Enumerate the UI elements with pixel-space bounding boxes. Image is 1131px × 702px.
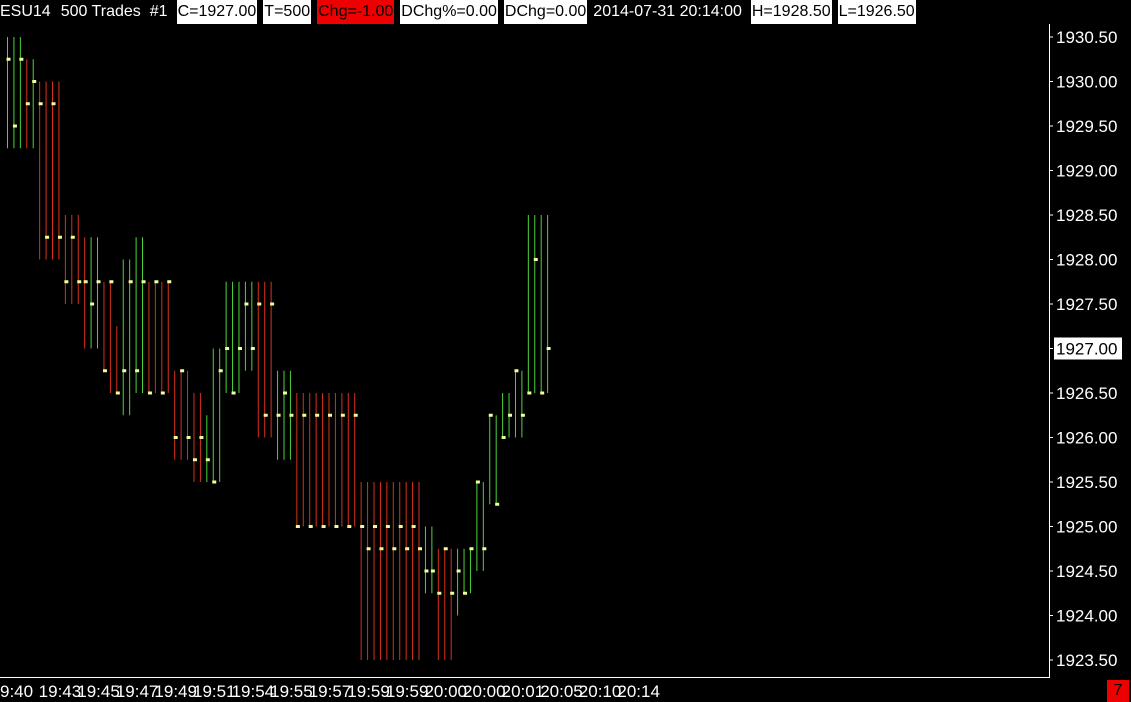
y-tick-label: 1930.00 [1056,73,1117,92]
x-tick-label: 19:59 [386,682,429,701]
x-tick-label: 19:43 [39,682,82,701]
y-tick-label: 1923.50 [1056,651,1117,670]
high-price-label: H=1928.50 [750,0,832,24]
x-tick-label: 19:57 [309,682,352,701]
change-label: Chg=-1.00 [317,0,395,24]
x-tick-label: 19:55 [270,682,313,701]
x-tick-label: 19:45 [77,682,120,701]
x-tick-label: 19:51 [193,682,236,701]
x-tick-label: 20:10 [579,682,622,701]
x-tick-label: 19:54 [232,682,275,701]
y-tick-label: 1924.50 [1056,562,1117,581]
current-price-marker: 1927.00 [1054,337,1122,360]
x-tick-label: 20:00 [463,682,506,701]
close-price-label: C=1927.00 [176,0,258,24]
x-tick-label: 9:40 [0,682,33,701]
datetime-label: 2014-07-31 20:14:00 [593,3,742,20]
chart-header: ESU14 500 Trades #1 C=1927.00 T=500 Chg=-1.00… [0,0,1131,24]
y-tick-label: 1924.00 [1056,607,1117,626]
x-tick-label: 20:01 [502,682,545,701]
y-tick-label: 1928.50 [1056,206,1117,225]
current-price-label: 1927.00 [1056,340,1117,359]
x-tick-label: 20:00 [424,682,467,701]
y-tick-label: 1925.50 [1056,473,1117,492]
y-tick-label: 1927.50 [1056,295,1117,314]
current-price-box [1054,337,1122,360]
time-axis[interactable]: 9:40 19:4319:4519:4719:4919:5119:5419:551… [0,682,660,701]
y-tick-label: 1929.00 [1056,162,1117,181]
x-tick-label: 20:05 [540,682,583,701]
low-price-label: L=1926.50 [837,0,916,24]
y-tick-label: 1928.00 [1056,251,1117,270]
bar-countdown-badge[interactable]: 7 [1107,680,1129,702]
bars-layer [6,37,551,660]
y-tick-label: 1925.00 [1056,518,1117,537]
symbol-label: ESU14 [0,3,51,20]
daily-change-pct-label: DChg%=0.00 [400,0,498,24]
bar-type-label: 500 Trades [60,3,141,20]
chart-number-label: #1 [149,3,168,20]
y-tick-label: 1930.50 [1056,28,1117,47]
x-tick-label: 19:59 [347,682,390,701]
x-tick-label: 19:47 [116,682,159,701]
y-tick-label: 1926.00 [1056,429,1117,448]
x-tick-label: 19:49 [154,682,197,701]
daily-change-label: DChg=0.00 [503,0,588,24]
y-tick-label: 1929.50 [1056,117,1117,136]
trades-count-label: T=500 [263,0,312,24]
y-tick-label: 1926.50 [1056,384,1117,403]
x-tick-label: 20:14 [617,682,660,701]
price-axis[interactable]: 1930.50 1930.00 1929.50 1929.00 1928.50 1928.… [1049,28,1117,670]
